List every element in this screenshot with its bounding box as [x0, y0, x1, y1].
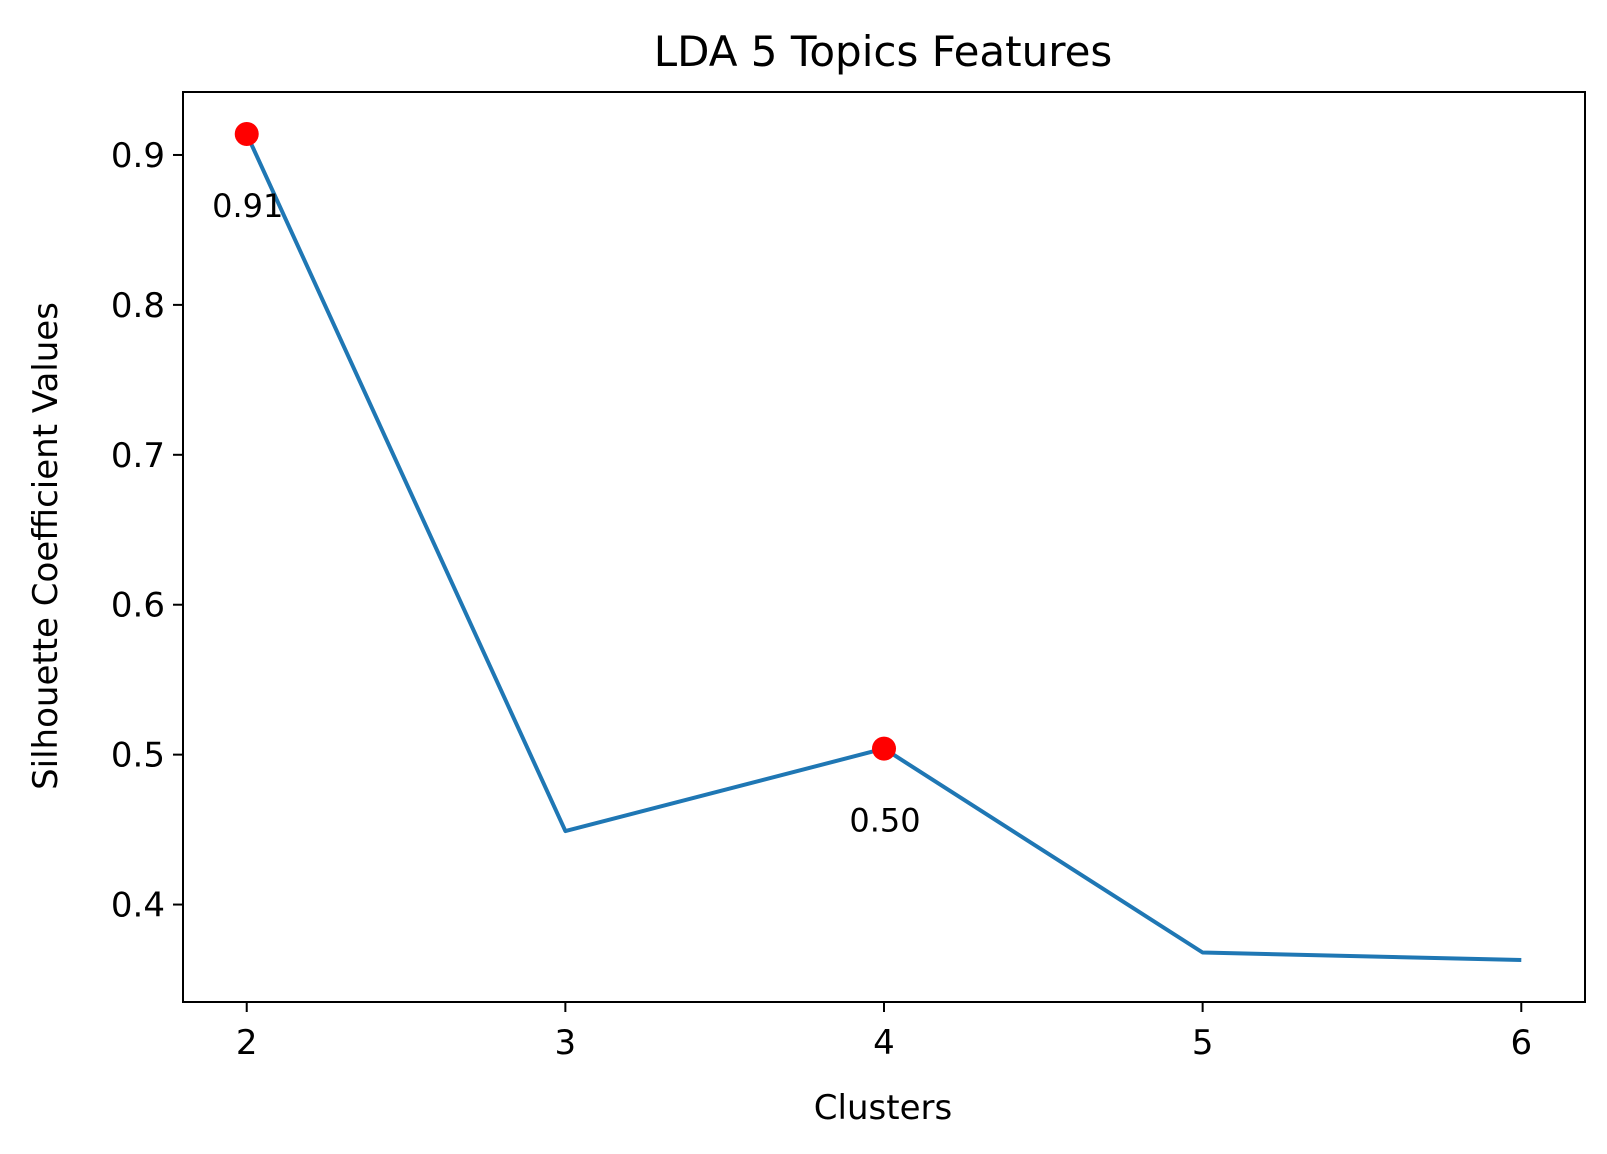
x-tick-label: 2 [236, 1023, 258, 1063]
highlight-point [872, 736, 896, 761]
chart-title: LDA 5 Topics Features [654, 27, 1113, 76]
highlight-point [234, 121, 259, 146]
highlight-markers: 0.91 0.50 [212, 121, 921, 840]
x-tick-label: 4 [873, 1023, 895, 1063]
y-tick-label: 0.6 [111, 586, 165, 626]
data-label: 0.91 [212, 187, 283, 225]
plot-area [182, 91, 1586, 1003]
x-tick-label: 5 [1192, 1023, 1214, 1063]
x-tick-label: 3 [555, 1023, 577, 1063]
plot-frame [182, 91, 1586, 1003]
x-axis-label: Clusters [814, 1088, 952, 1128]
x-tick-label: 6 [1510, 1023, 1532, 1063]
y-tick-label: 0.8 [111, 286, 165, 326]
data-label: 0.50 [849, 802, 920, 840]
y-axis-label: Silhouette Coefficient Values [26, 302, 66, 790]
y-axis-ticks: 0.4 0.5 0.6 0.7 0.8 0.9 [111, 136, 183, 926]
y-tick-label: 0.7 [111, 436, 165, 476]
x-axis-ticks: 2 3 4 5 6 [236, 1002, 1532, 1063]
y-tick-label: 0.9 [111, 136, 165, 176]
y-tick-label: 0.5 [111, 736, 165, 776]
y-tick-label: 0.4 [111, 886, 165, 926]
